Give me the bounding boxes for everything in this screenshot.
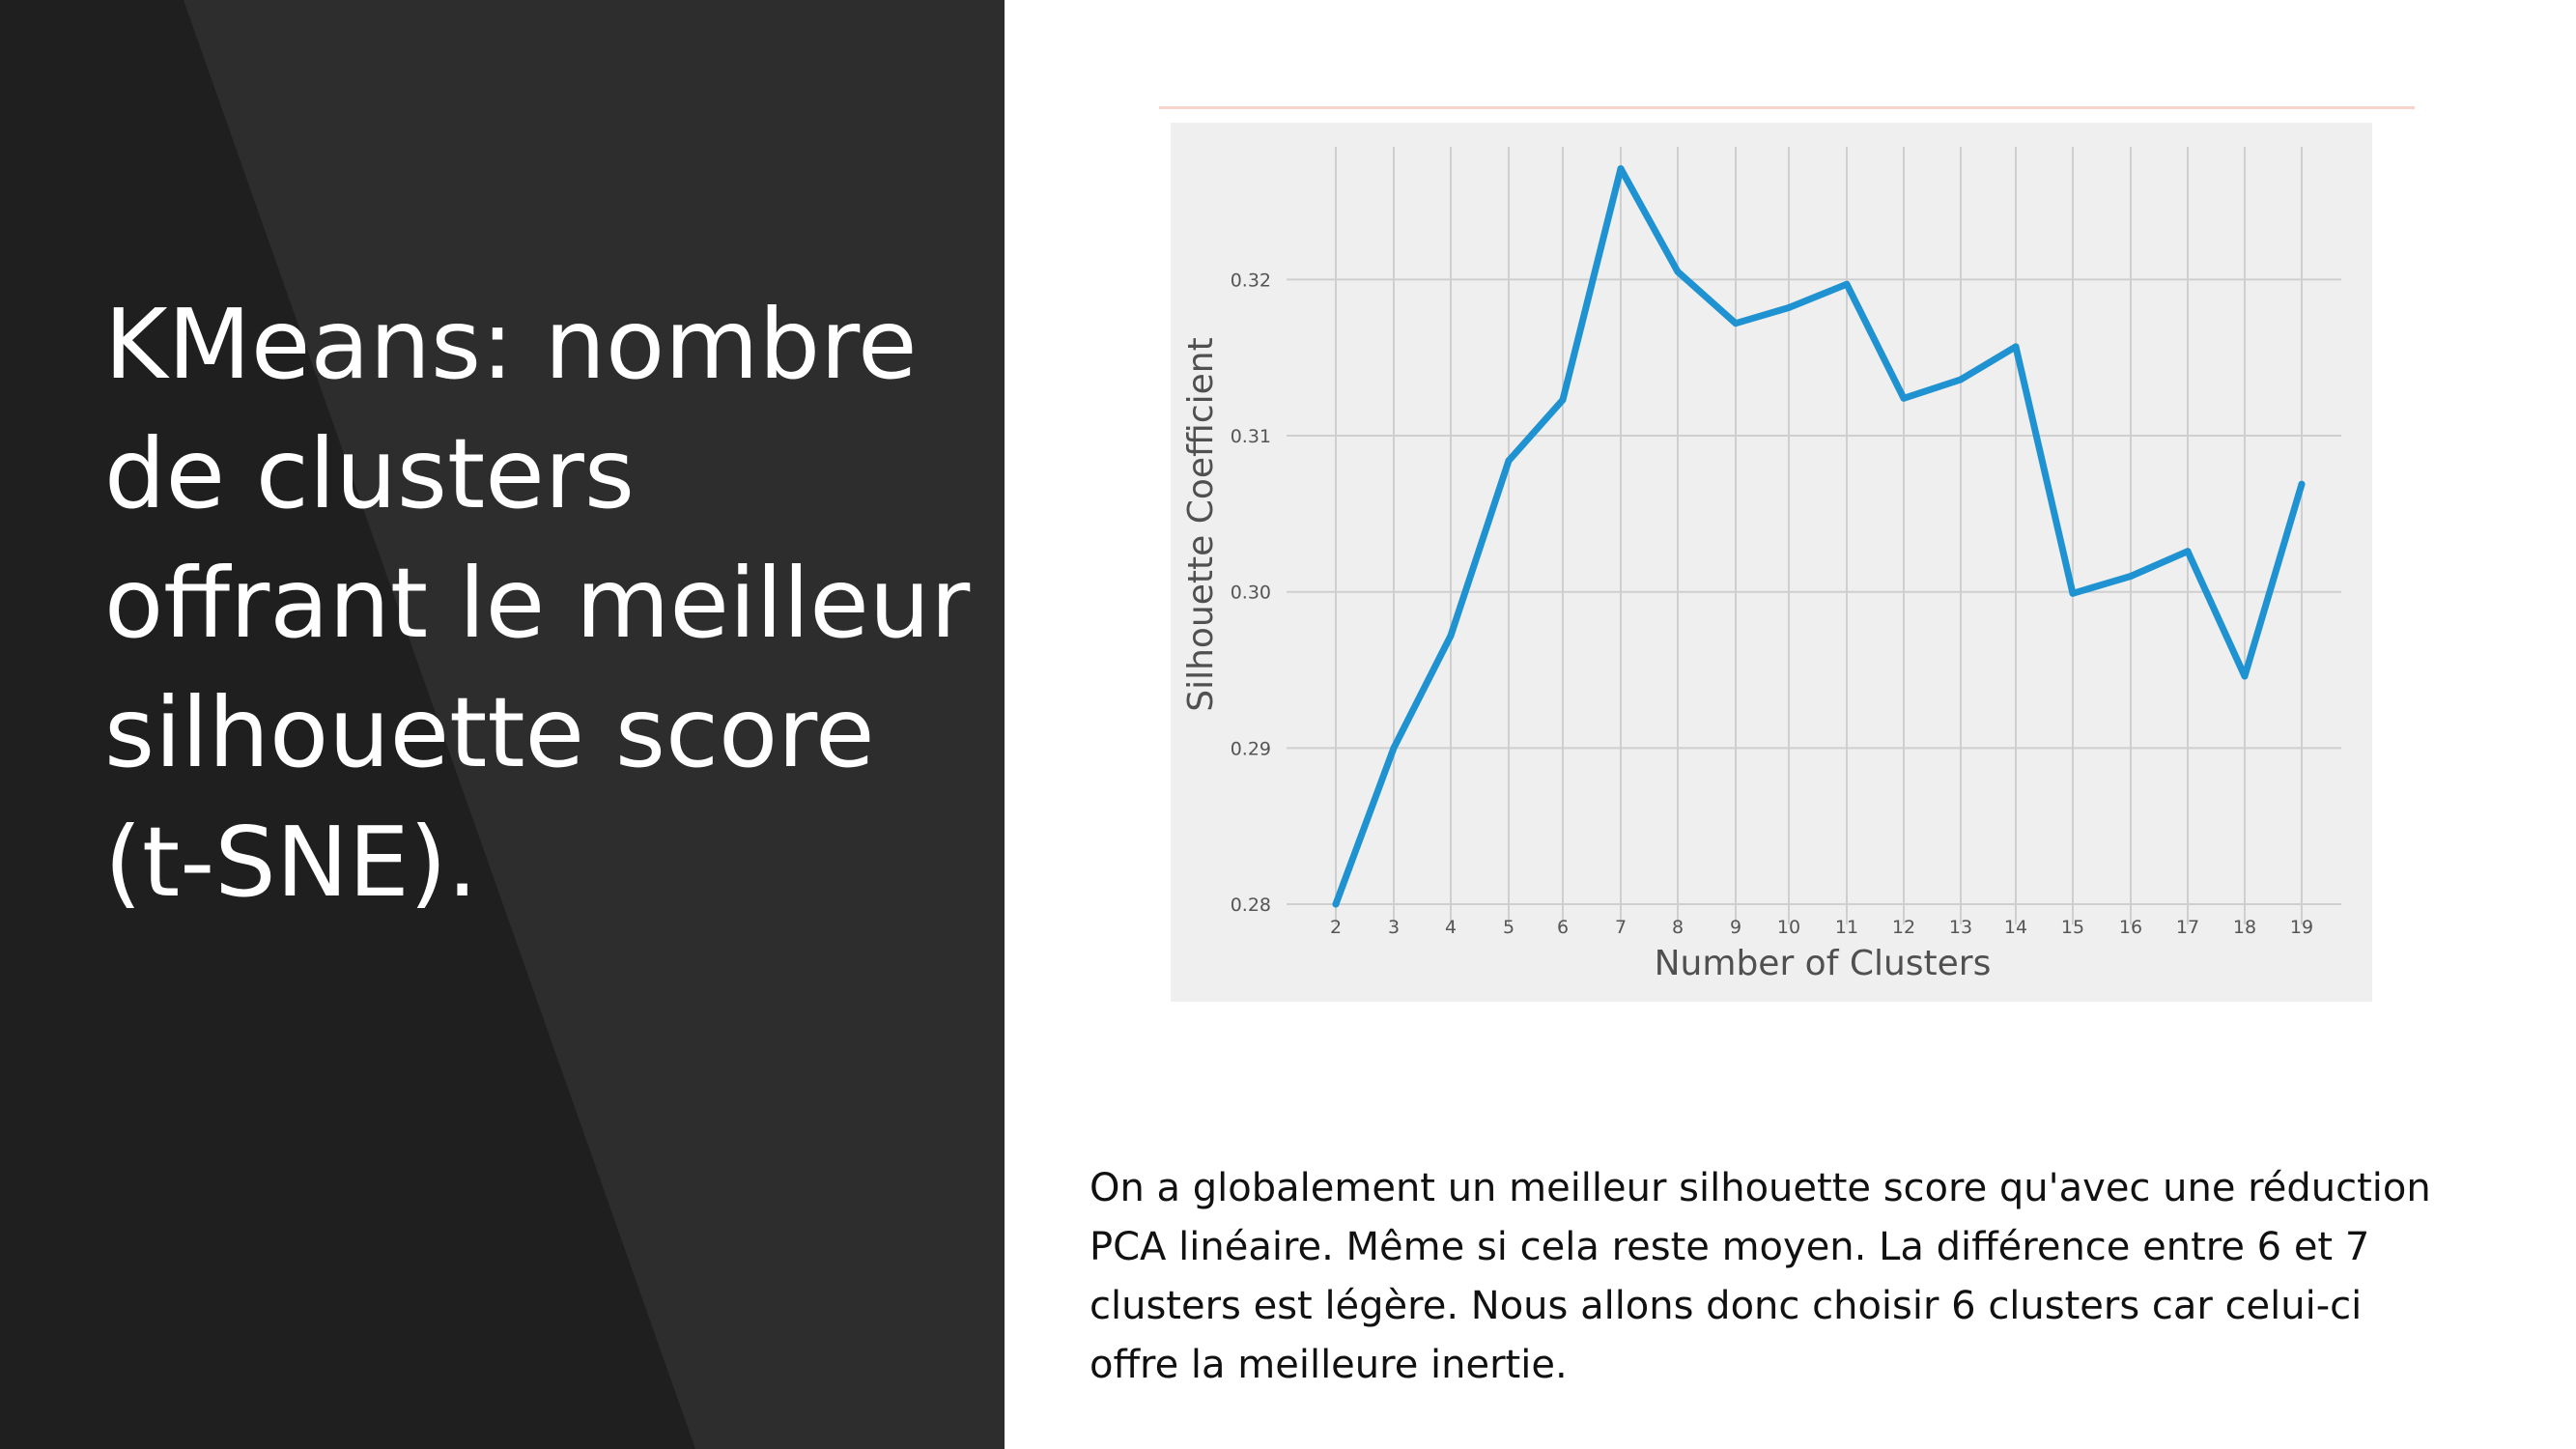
series-point	[1674, 268, 1682, 275]
series-point	[1957, 376, 1965, 384]
x-tick-label: 7	[1615, 917, 1627, 938]
x-tick-label: 11	[1835, 917, 1858, 938]
series-point	[1732, 320, 1740, 327]
series-point	[1332, 900, 1340, 908]
series-point	[2184, 548, 2192, 555]
y-tick-labels: 0.28 0.29 0.30 0.31 0.32	[1231, 270, 1271, 916]
y-tick-label: 0.30	[1231, 582, 1271, 604]
series-point	[1785, 304, 1793, 311]
x-tick-label: 15	[2061, 917, 2084, 938]
slide-title: KMeans: nombre de clusters offrant le me…	[104, 288, 971, 919]
y-axis-label: Silhouette Coefficient	[1181, 337, 1221, 711]
series-point	[1900, 394, 1908, 402]
vertical-gridlines	[1335, 147, 2303, 924]
x-tick-label: 12	[1892, 917, 1915, 938]
series-point	[2012, 343, 2020, 351]
series-point	[2241, 672, 2249, 680]
top-divider	[1159, 106, 2415, 109]
dark-diagonal-shape	[0, 0, 695, 1449]
x-tick-label: 4	[1445, 917, 1457, 938]
series-point	[2298, 480, 2306, 488]
series-points	[1332, 165, 2306, 908]
caption-text: On a globalement un meilleur silhouette …	[1090, 1166, 2431, 1387]
series-point	[1505, 457, 1513, 465]
x-axis-label: Number of Clusters	[1655, 944, 1992, 983]
series-point	[2127, 573, 2135, 580]
x-tick-label: 3	[1388, 917, 1400, 938]
x-tick-label: 14	[2004, 917, 2027, 938]
y-tick-label: 0.32	[1231, 270, 1271, 291]
x-tick-label: 13	[1949, 917, 1972, 938]
x-tick-label: 6	[1557, 917, 1569, 938]
title-panel: KMeans: nombre de clusters offrant le me…	[0, 0, 1005, 1449]
x-tick-label: 19	[2290, 917, 2313, 938]
chart-canvas: 0.28 0.29 0.30 0.31 0.32 2 3 4 5 6 7 8 9 10 11 12 13 14 1…	[1181, 147, 2341, 983]
x-tick-label: 10	[1777, 917, 1800, 938]
y-tick-label: 0.31	[1231, 426, 1271, 447]
series-point	[1559, 396, 1567, 404]
x-tick-label: 8	[1672, 917, 1684, 938]
x-tick-label: 5	[1503, 917, 1514, 938]
silhouette-chart: 0.28 0.29 0.30 0.31 0.32 2 3 4 5 6 7 8 9 10 11 12 13 14 1…	[1171, 123, 2372, 1002]
x-tick-label: 2	[1330, 917, 1342, 938]
horizontal-gridlines	[1287, 278, 2341, 905]
title-panel-background	[0, 0, 695, 1449]
x-tick-label: 9	[1730, 917, 1741, 938]
silhouette-series-line	[1332, 165, 2306, 908]
series-point	[1390, 744, 1398, 752]
series-point	[2069, 589, 2077, 597]
x-tick-label: 16	[2119, 917, 2142, 938]
x-tick-label: 18	[2233, 917, 2256, 938]
x-tick-labels: 2 3 4 5 6 7 8 9 10 11 12 13 14 15 16 17 18 19	[1330, 917, 2313, 938]
series-point	[1843, 280, 1851, 288]
series-point	[1617, 165, 1625, 173]
x-tick-label: 17	[2176, 917, 2199, 938]
y-tick-label: 0.29	[1231, 738, 1271, 759]
series-point	[1447, 632, 1455, 639]
y-tick-label: 0.28	[1231, 895, 1271, 916]
